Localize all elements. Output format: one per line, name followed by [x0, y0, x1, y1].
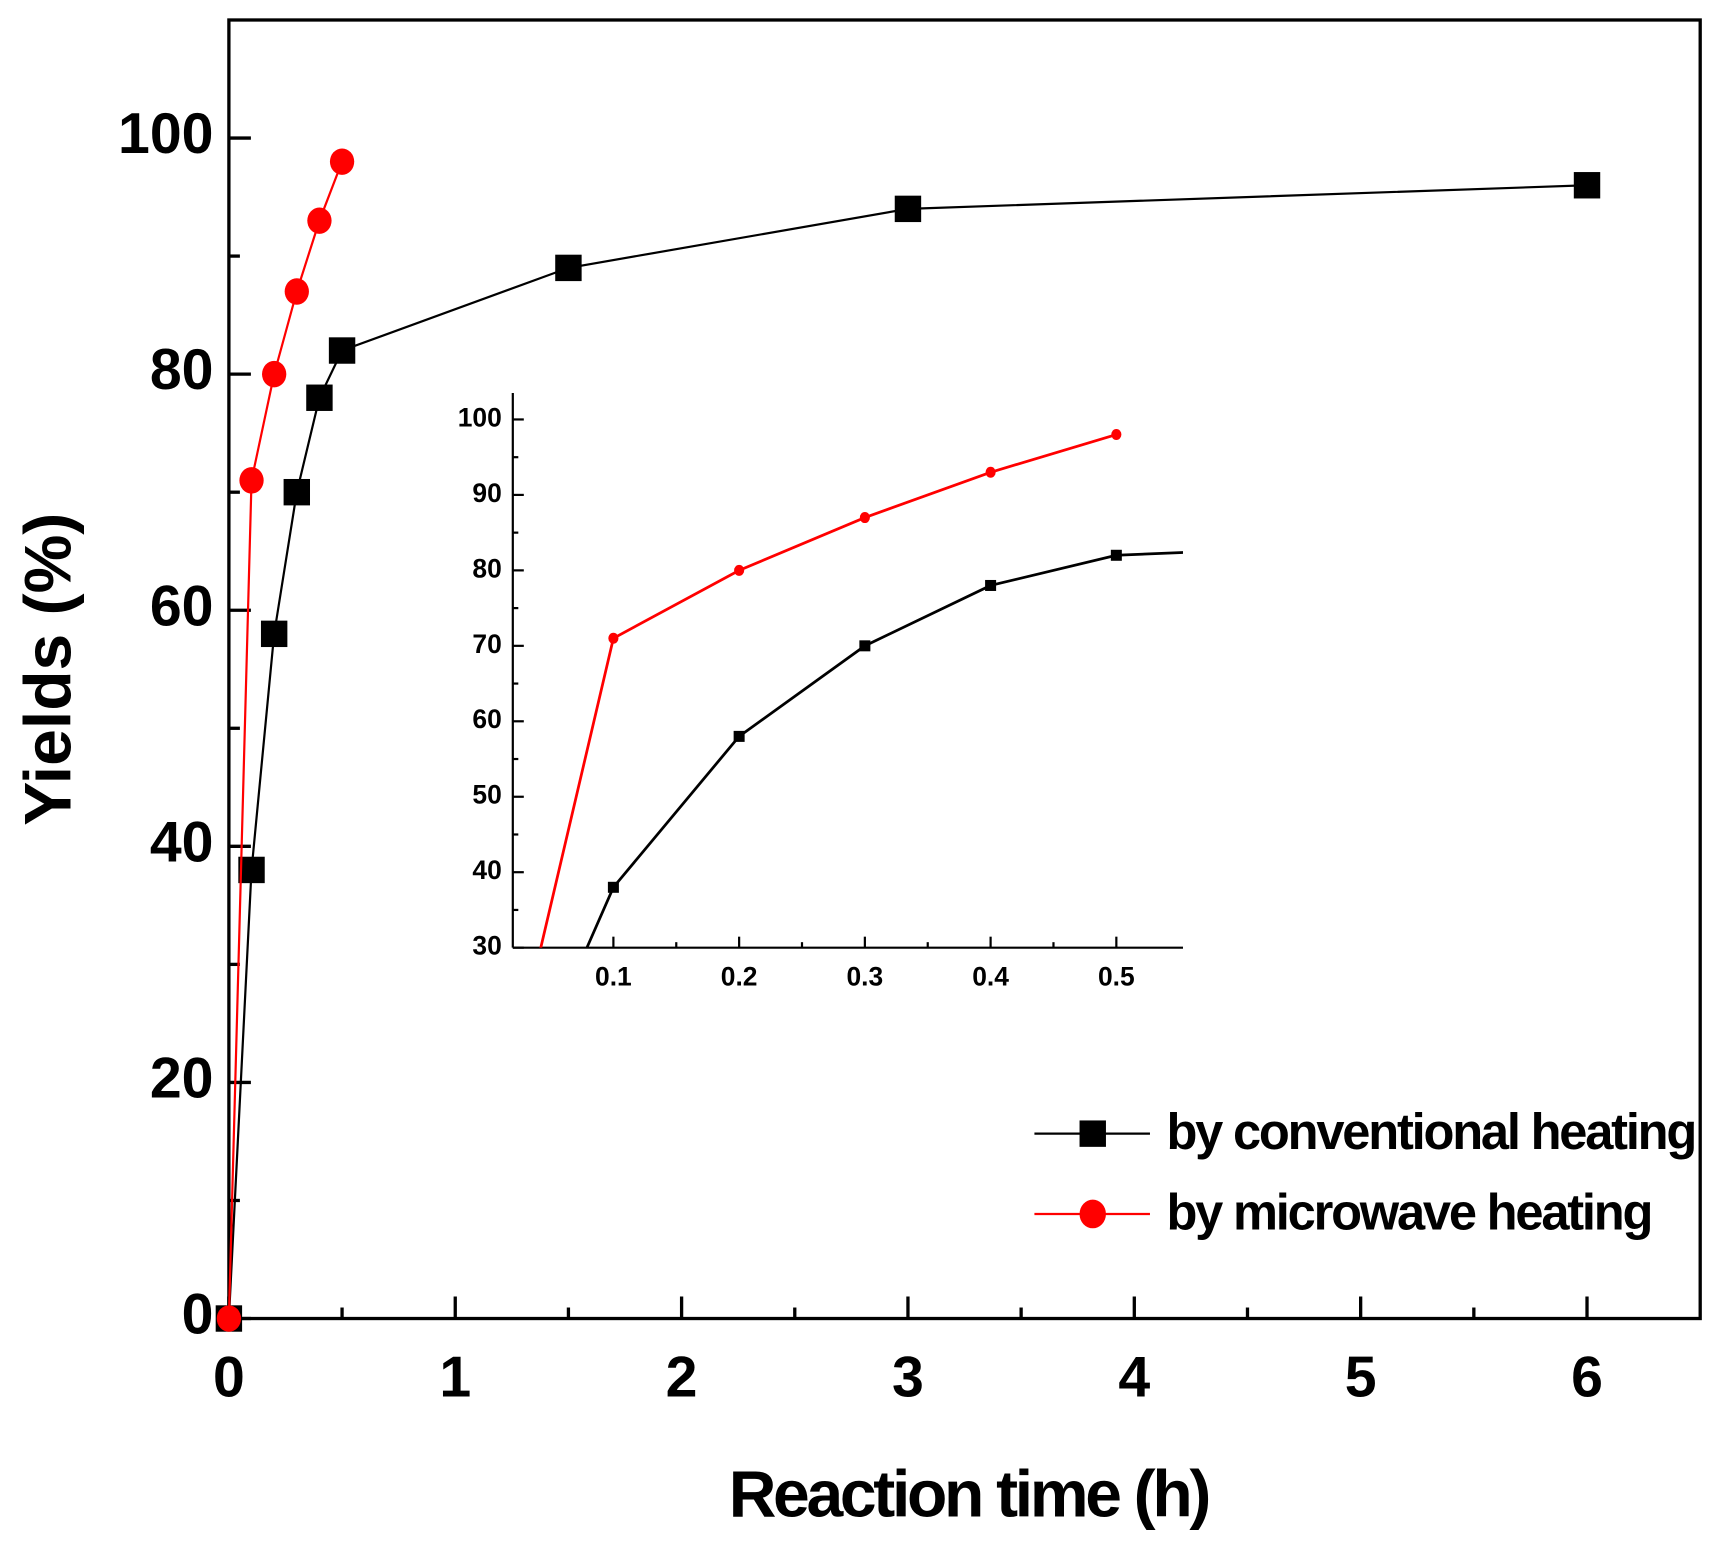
data-point — [482, 1169, 493, 1180]
x-tick-label: 4 — [1118, 1345, 1150, 1409]
y-tick-label: 80 — [150, 338, 214, 402]
x-tick-label: 6 — [1571, 1345, 1603, 1409]
y-tick-label: 40 — [472, 855, 501, 885]
y-tick-label: 90 — [472, 478, 501, 508]
series-line — [539, 433, 1117, 948]
y-tick-label: 50 — [472, 780, 501, 810]
plot-frame — [227, 18, 1702, 1321]
data-point — [238, 856, 265, 884]
x-axis-label: Reaction time (h) — [729, 1456, 1209, 1530]
legend-label: by conventional heating — [1166, 1103, 1695, 1160]
x-tick-label: 1 — [439, 1345, 471, 1409]
data-point — [216, 1305, 242, 1332]
data-point — [1573, 172, 1601, 199]
data-point — [985, 579, 997, 591]
data-point — [608, 632, 619, 644]
data-point — [328, 337, 356, 364]
data-point — [1111, 429, 1122, 441]
y-tick-label: 70 — [472, 629, 501, 659]
legend-label: by microwave heating — [1166, 1184, 1651, 1241]
y-tick-label: 100 — [458, 402, 502, 432]
x-tick-label: 0.2 — [721, 961, 758, 991]
x-tick-label: 0.3 — [847, 961, 884, 991]
data-point — [283, 478, 311, 506]
data-point — [859, 512, 870, 524]
y-tick-label: 60 — [472, 704, 501, 734]
y-axis-label: Yields (%) — [10, 513, 84, 826]
x-tick-label: 2 — [666, 1345, 698, 1409]
x-tick-label: 3 — [892, 1345, 924, 1409]
data-point — [307, 207, 332, 234]
x-tick-label: 0.1 — [595, 961, 632, 991]
y-tick-label: 40 — [150, 810, 214, 874]
series-group — [215, 148, 1601, 1332]
y-tick-label: 80 — [472, 553, 501, 583]
x-tick-label: 0 — [213, 1345, 245, 1409]
y-tick-label: 20 — [150, 1047, 214, 1111]
y-tick-label: 60 — [150, 574, 214, 638]
y-tick-label: 0 — [182, 1283, 214, 1347]
data-point — [859, 640, 871, 652]
data-point — [262, 360, 287, 388]
data-point — [284, 278, 309, 305]
legend-marker — [1079, 1199, 1106, 1229]
x-tick-label: 0.5 — [1098, 961, 1135, 991]
data-point — [239, 467, 264, 494]
data-point — [329, 148, 355, 175]
data-point — [1110, 549, 1122, 561]
data-point — [894, 195, 922, 223]
data-point — [260, 620, 288, 648]
data-point — [555, 254, 582, 282]
data-point — [306, 384, 333, 411]
series-line — [585, 551, 1183, 948]
data-point — [607, 881, 619, 893]
data-point — [733, 730, 745, 742]
y-tick-label: 30 — [472, 931, 501, 961]
data-point — [483, 1169, 493, 1180]
y-tick-label: 100 — [118, 102, 213, 166]
data-point — [734, 564, 745, 576]
data-point — [985, 466, 996, 478]
legend-marker — [1079, 1120, 1106, 1147]
x-tick-label: 5 — [1345, 1345, 1377, 1409]
series-line — [227, 161, 344, 1319]
x-tick-label: 0.4 — [972, 961, 1009, 991]
series-group — [482, 429, 1183, 1180]
